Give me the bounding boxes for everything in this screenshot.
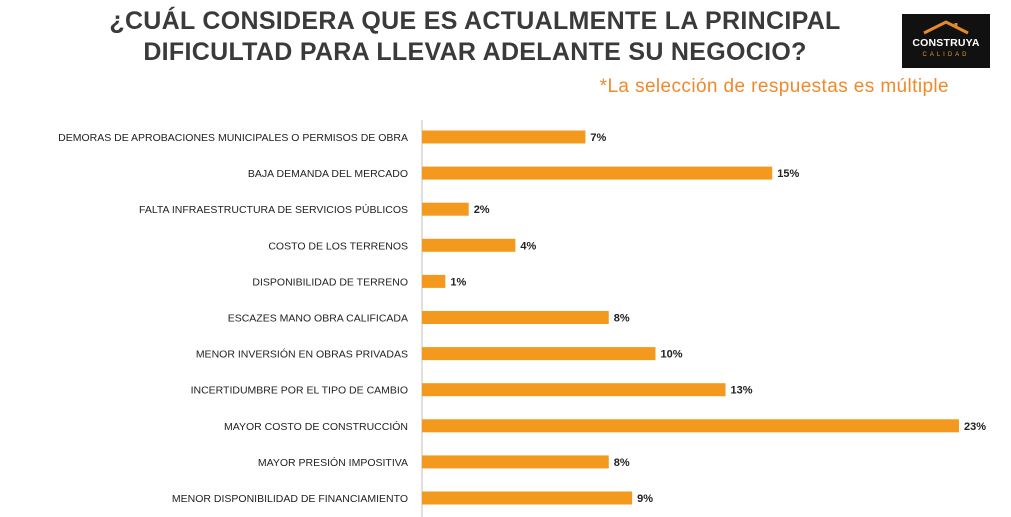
bar xyxy=(422,130,586,144)
data-label: 2% xyxy=(474,204,490,216)
data-label: 4% xyxy=(520,240,536,252)
category-label: MENOR DISPONIBILIDAD DE FINANCIAMIENTO xyxy=(172,493,408,505)
bar xyxy=(422,274,446,288)
category-label: DISPONIBILIDAD DE TERRENO xyxy=(252,276,408,288)
category-label: BAJA DEMANDA DEL MERCADO xyxy=(248,168,408,180)
category-label: COSTO DE LOS TERRENOS xyxy=(268,240,408,252)
bar xyxy=(422,383,726,397)
category-label: DEMORAS DE APROBACIONES MUNICIPALES O PE… xyxy=(58,132,408,144)
bar xyxy=(422,202,469,216)
title-line-2: DIFICULTAD PARA LLEVAR ADELANTE SU NEGOC… xyxy=(143,38,807,66)
bar xyxy=(422,166,773,180)
category-label: MAYOR COSTO DE CONSTRUCCIÓN xyxy=(224,420,408,433)
house-roof-icon xyxy=(923,20,969,35)
chart-title: ¿CUÁL CONSIDERA QUE ES ACTUALMENTE LA PR… xyxy=(60,6,890,68)
bar xyxy=(422,311,609,324)
data-label: 1% xyxy=(450,276,466,288)
bar xyxy=(422,419,959,433)
chart-subtitle: *La selección de respuestas es múltiple xyxy=(599,76,949,97)
bar xyxy=(422,491,633,505)
data-label: 23% xyxy=(964,421,986,433)
data-label: 10% xyxy=(660,349,682,361)
data-label: 13% xyxy=(731,385,753,397)
construya-logo: CONSTRUYA CALIDAD xyxy=(902,14,990,68)
data-label: 8% xyxy=(614,313,630,325)
data-label: 9% xyxy=(637,493,653,505)
category-label: FALTA INFRAESTRUCTURA DE SERVICIOS PÚBLI… xyxy=(139,203,408,216)
title-line-1: ¿CUÁL CONSIDERA QUE ES ACTUALMENTE LA PR… xyxy=(109,7,841,35)
data-label: 8% xyxy=(614,457,630,469)
data-label: 7% xyxy=(590,132,606,144)
bar xyxy=(422,455,609,469)
logo-tagline: CALIDAD xyxy=(922,52,970,58)
logo-brand: CONSTRUYA xyxy=(912,37,980,49)
category-label: INCERTIDUMBRE POR EL TIPO DE CAMBIO xyxy=(191,385,408,397)
category-label: MAYOR PRESIÓN IMPOSITIVA xyxy=(258,456,408,469)
category-label: ESCAZES MANO OBRA CALIFICADA xyxy=(228,313,408,325)
bar xyxy=(422,347,656,361)
category-label: MENOR INVERSIÓN EN OBRAS PRIVADAS xyxy=(196,348,408,361)
bar xyxy=(422,238,516,252)
data-label: 15% xyxy=(777,168,799,180)
